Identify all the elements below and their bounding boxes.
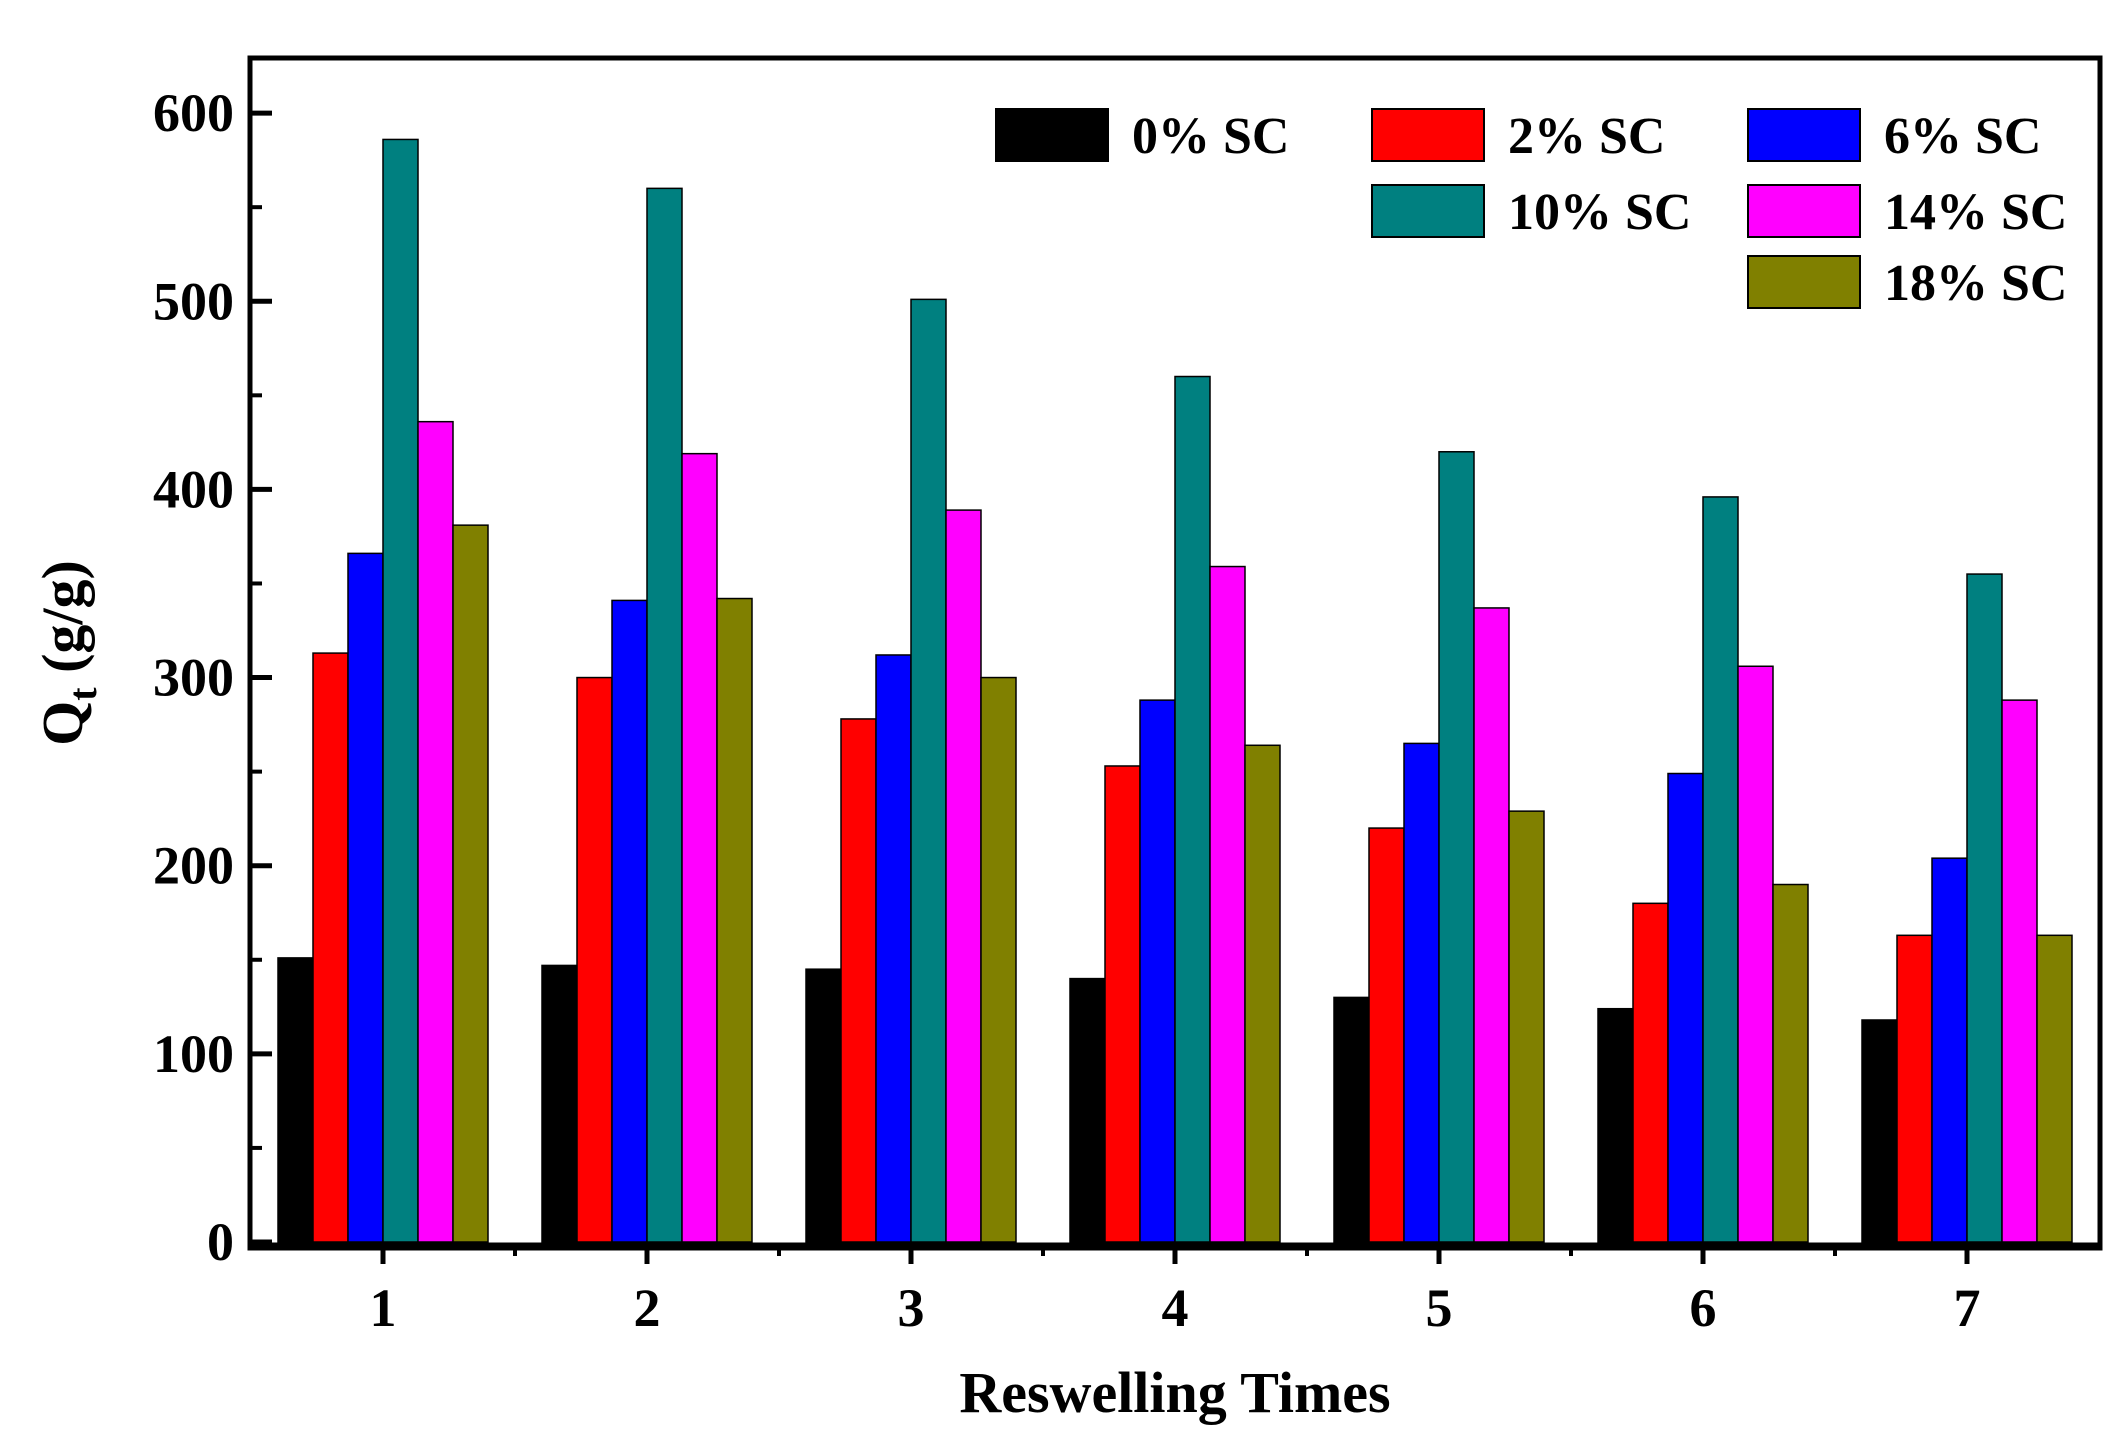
bar-14pct-sc-cat-1 xyxy=(417,420,454,1243)
y-axis-title: Qt (g/g) xyxy=(30,560,105,746)
legend-swatch xyxy=(1371,108,1485,162)
bars-group xyxy=(277,138,2073,1243)
bar-10pct-sc-cat-3 xyxy=(910,298,947,1243)
legend-label: 10% SC xyxy=(1508,184,1691,241)
bar-6pct-sc-cat-3 xyxy=(875,654,912,1243)
bar-18pct-sc-cat-1 xyxy=(452,524,489,1243)
bar-0pct-sc-cat-4 xyxy=(1069,977,1106,1243)
bar-18pct-sc-cat-5 xyxy=(1508,810,1545,1243)
bar-10pct-sc-cat-1 xyxy=(382,138,419,1243)
bar-2pct-sc-cat-7 xyxy=(1896,934,1933,1243)
bar-2pct-sc-cat-4 xyxy=(1104,765,1141,1243)
bar-0pct-sc-cat-6 xyxy=(1597,1007,1634,1243)
svg-text:Qt (g/g): Qt (g/g) xyxy=(30,560,105,746)
legend-label: 14% SC xyxy=(1884,184,2067,241)
y-tick-label: 200 xyxy=(153,836,234,896)
bar-0pct-sc-cat-7 xyxy=(1861,1019,1898,1243)
legend-label: 18% SC xyxy=(1884,255,2067,312)
bar-14pct-sc-cat-6 xyxy=(1737,665,1774,1243)
bar-10pct-sc-cat-2 xyxy=(646,187,683,1243)
bar-2pct-sc-cat-1 xyxy=(312,652,349,1243)
y-tick-label: 400 xyxy=(153,459,234,519)
bar-14pct-sc-cat-4 xyxy=(1209,565,1246,1243)
bar-6pct-sc-cat-7 xyxy=(1931,857,1968,1243)
y-tick-label: 600 xyxy=(153,83,234,143)
y-tick-label: 100 xyxy=(153,1024,234,1084)
bar-10pct-sc-cat-7 xyxy=(1966,573,2003,1243)
legend-swatch xyxy=(1747,108,1861,162)
x-tick-label: 7 xyxy=(1954,1278,1981,1338)
legend-label: 6% SC xyxy=(1884,108,2041,165)
bar-2pct-sc-cat-3 xyxy=(840,718,877,1243)
bar-18pct-sc-cat-3 xyxy=(980,676,1017,1243)
bar-18pct-sc-cat-7 xyxy=(2036,934,2073,1243)
bar-14pct-sc-cat-7 xyxy=(2001,699,2038,1243)
x-tick-label: 4 xyxy=(1162,1278,1189,1338)
legend-swatch xyxy=(995,108,1109,162)
bar-18pct-sc-cat-6 xyxy=(1772,883,1809,1243)
legend-swatch xyxy=(1371,184,1485,238)
legend-swatch xyxy=(1747,184,1861,238)
bar-6pct-sc-cat-1 xyxy=(347,552,384,1243)
legend-label: 2% SC xyxy=(1508,108,1665,165)
x-tick-label: 3 xyxy=(898,1278,925,1338)
y-tick-label: 0 xyxy=(207,1212,234,1272)
bar-6pct-sc-cat-5 xyxy=(1403,742,1440,1243)
y-axis-title-subscript: t xyxy=(60,687,105,701)
bar-0pct-sc-cat-1 xyxy=(277,957,314,1243)
bar-14pct-sc-cat-3 xyxy=(945,509,982,1243)
bar-0pct-sc-cat-2 xyxy=(541,964,578,1243)
bar-0pct-sc-cat-3 xyxy=(805,968,842,1243)
bar-18pct-sc-cat-2 xyxy=(716,597,753,1243)
y-axis-title-main: Q xyxy=(30,701,95,746)
x-axis-title: Reswelling Times xyxy=(959,1360,1390,1425)
bar-2pct-sc-cat-6 xyxy=(1632,902,1669,1243)
legend-label: 0% SC xyxy=(1132,108,1289,165)
bar-6pct-sc-cat-6 xyxy=(1667,772,1704,1243)
bar-2pct-sc-cat-5 xyxy=(1368,827,1405,1243)
x-tick-label: 2 xyxy=(634,1278,661,1338)
y-tick-label: 500 xyxy=(153,271,234,331)
bar-14pct-sc-cat-5 xyxy=(1473,607,1510,1243)
bar-10pct-sc-cat-4 xyxy=(1174,375,1211,1243)
bar-14pct-sc-cat-2 xyxy=(681,452,718,1243)
bar-6pct-sc-cat-2 xyxy=(611,599,648,1243)
x-tick-label: 1 xyxy=(370,1278,397,1338)
bar-6pct-sc-cat-4 xyxy=(1139,699,1176,1243)
y-axis-title-unit: (g/g) xyxy=(30,560,95,687)
bar-10pct-sc-cat-5 xyxy=(1438,451,1475,1243)
bar-2pct-sc-cat-2 xyxy=(576,676,613,1243)
y-tick-label: 300 xyxy=(153,648,234,708)
x-tick-label: 6 xyxy=(1690,1278,1717,1338)
bar-18pct-sc-cat-4 xyxy=(1244,744,1281,1243)
axes-group: 0 100 200 300 400 500 600 1 2 3 4 5 6 7 xyxy=(153,83,2100,1338)
legend-swatch xyxy=(1747,255,1861,309)
bar-10pct-sc-cat-6 xyxy=(1702,496,1739,1243)
x-tick-label: 5 xyxy=(1426,1278,1453,1338)
bar-0pct-sc-cat-5 xyxy=(1333,996,1370,1243)
legend: 0% SC 2% SC 6% SC 10% SC 14% SC 18% SC xyxy=(995,108,2067,312)
